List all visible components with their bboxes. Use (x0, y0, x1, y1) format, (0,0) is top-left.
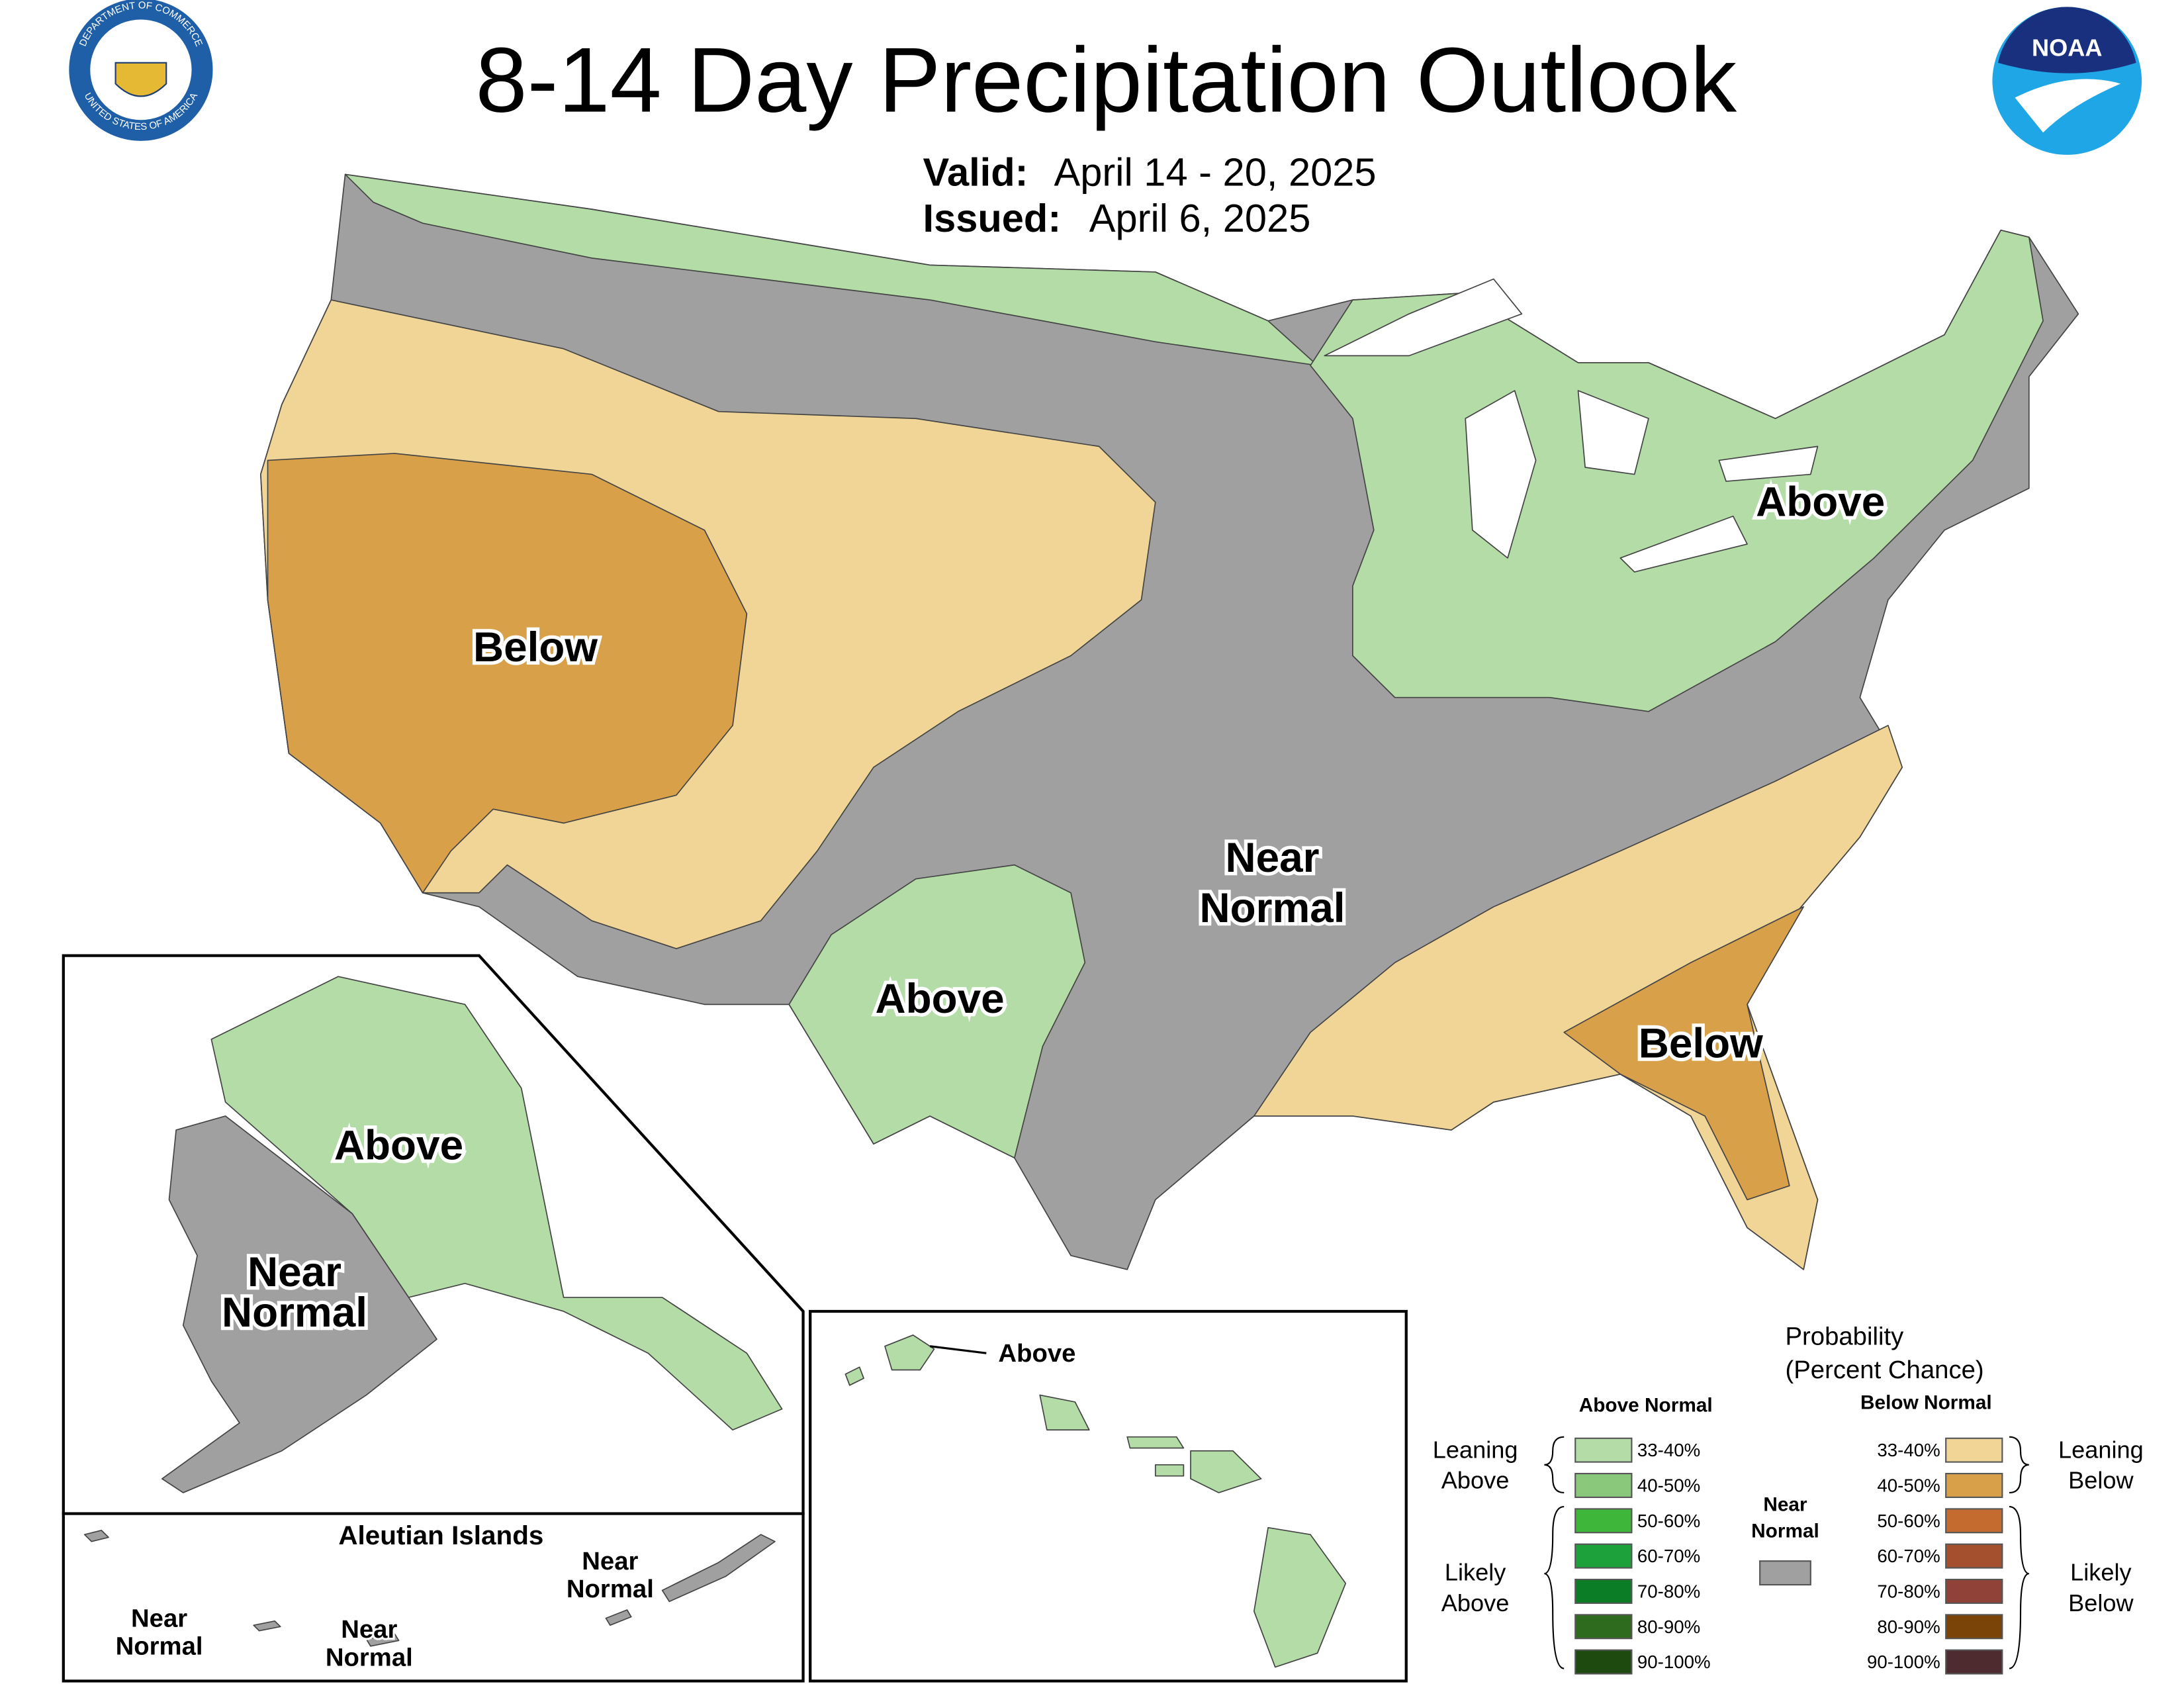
legend-swatch (1574, 1543, 1633, 1569)
legend-swatch (1945, 1473, 2003, 1498)
hawaii-pointer (929, 1345, 987, 1354)
legend-range: 50-60% (1637, 1511, 1700, 1531)
legend-range: 90-100% (1637, 1652, 1711, 1672)
region-label: Above (875, 975, 1004, 1022)
legend-swatch (1945, 1437, 2003, 1463)
northeast-above (1310, 229, 2044, 712)
alaska-label: Normal (222, 1289, 367, 1336)
legend-group: Leaning (2058, 1436, 2144, 1463)
texas-above (788, 864, 1086, 1159)
aleutian-label: Near (582, 1547, 638, 1575)
legend-group: Below (2068, 1589, 2134, 1617)
legend-range: 60-70% (1877, 1546, 1940, 1566)
region-label: Above (1756, 479, 1885, 526)
legend-title: Probability (1785, 1323, 1903, 1351)
legend-swatch (1574, 1473, 1633, 1498)
seal-shield (114, 62, 167, 97)
legend-group: Likely (2070, 1559, 2132, 1586)
legend-range: 80-90% (1637, 1617, 1700, 1637)
aleutian-label: Normal (116, 1632, 203, 1661)
title: 8-14 Day Precipitation Outlook (475, 28, 1737, 131)
aleutian-label: Normal (567, 1575, 654, 1603)
legend-range: 40-50% (1877, 1476, 1940, 1496)
legend-range: 70-80% (1637, 1581, 1700, 1602)
legend-swatch (1759, 1560, 1811, 1586)
legend-near-normal: Normal (1751, 1521, 1819, 1542)
hawaii-islands (844, 1334, 1347, 1668)
aleutian-label: Normal (326, 1643, 413, 1671)
legend-swatch (1945, 1508, 2003, 1534)
aleutian-label: Near (341, 1615, 397, 1644)
alaska-label: Near (248, 1248, 341, 1295)
legend-range: 33-40% (1877, 1440, 1940, 1460)
legend-group: Above (1441, 1467, 1510, 1494)
legend-range: 70-80% (1877, 1581, 1940, 1602)
legend-swatch (1945, 1614, 2003, 1640)
alaska-label: Above (334, 1122, 463, 1169)
issued-date: April 6, 2025 (1089, 196, 1311, 240)
hawaii-label: Above (998, 1339, 1075, 1368)
noaa-text: NOAA (2032, 34, 2103, 61)
legend-swatch (1574, 1508, 1633, 1534)
west-below-strong (267, 453, 748, 894)
legend-swatch (1945, 1543, 2003, 1569)
legend-swatch (1574, 1578, 1633, 1604)
legend-range: 60-70% (1637, 1546, 1700, 1566)
legend-group: Below (2068, 1467, 2134, 1494)
north-above (344, 173, 1318, 366)
legend-title: (Percent Chance) (1785, 1356, 1983, 1384)
legend-group: Likely (1445, 1559, 1506, 1586)
legend-range: 33-40% (1637, 1440, 1700, 1460)
region-label: Near (1226, 834, 1320, 881)
legend-group: Leaning (1433, 1436, 1518, 1463)
legend-heading: Below Normal (1860, 1392, 1992, 1414)
legend-near-normal: Near (1763, 1493, 1807, 1515)
legend-range: 80-90% (1877, 1617, 1940, 1637)
region-label: Below (473, 624, 598, 671)
aleutian-islands (83, 1530, 776, 1647)
aleutian-label: Near (131, 1604, 187, 1632)
legend-swatch (1574, 1649, 1633, 1675)
legend-swatch (1574, 1437, 1633, 1463)
legend-swatch (1945, 1649, 2003, 1675)
noaa-gull (2015, 79, 2121, 133)
legend-range: 50-60% (1877, 1511, 1940, 1531)
issued-label: Issued: (923, 196, 1062, 240)
legend-range: 40-50% (1637, 1476, 1700, 1496)
region-label: Normal (1200, 884, 1345, 931)
legend-heading: Above Normal (1579, 1395, 1713, 1417)
region-label: Below (1639, 1020, 1764, 1067)
valid-dates: April 14 - 20, 2025 (1054, 150, 1377, 195)
alaska-near-normal (161, 1115, 437, 1493)
noaa-logo-top (1997, 7, 2136, 73)
legend-swatch (1574, 1614, 1633, 1640)
great-lakes (1324, 278, 1819, 573)
southeast-below-strong (1563, 906, 1805, 1201)
legend-braces (1544, 1436, 2030, 1669)
aleutian-title: Aleutian Islands (338, 1521, 543, 1550)
legend-group: Above (1441, 1589, 1510, 1617)
valid-label: Valid: (923, 150, 1028, 195)
legend-swatch (1945, 1578, 2003, 1604)
legend-range: 90-100% (1867, 1652, 1940, 1672)
